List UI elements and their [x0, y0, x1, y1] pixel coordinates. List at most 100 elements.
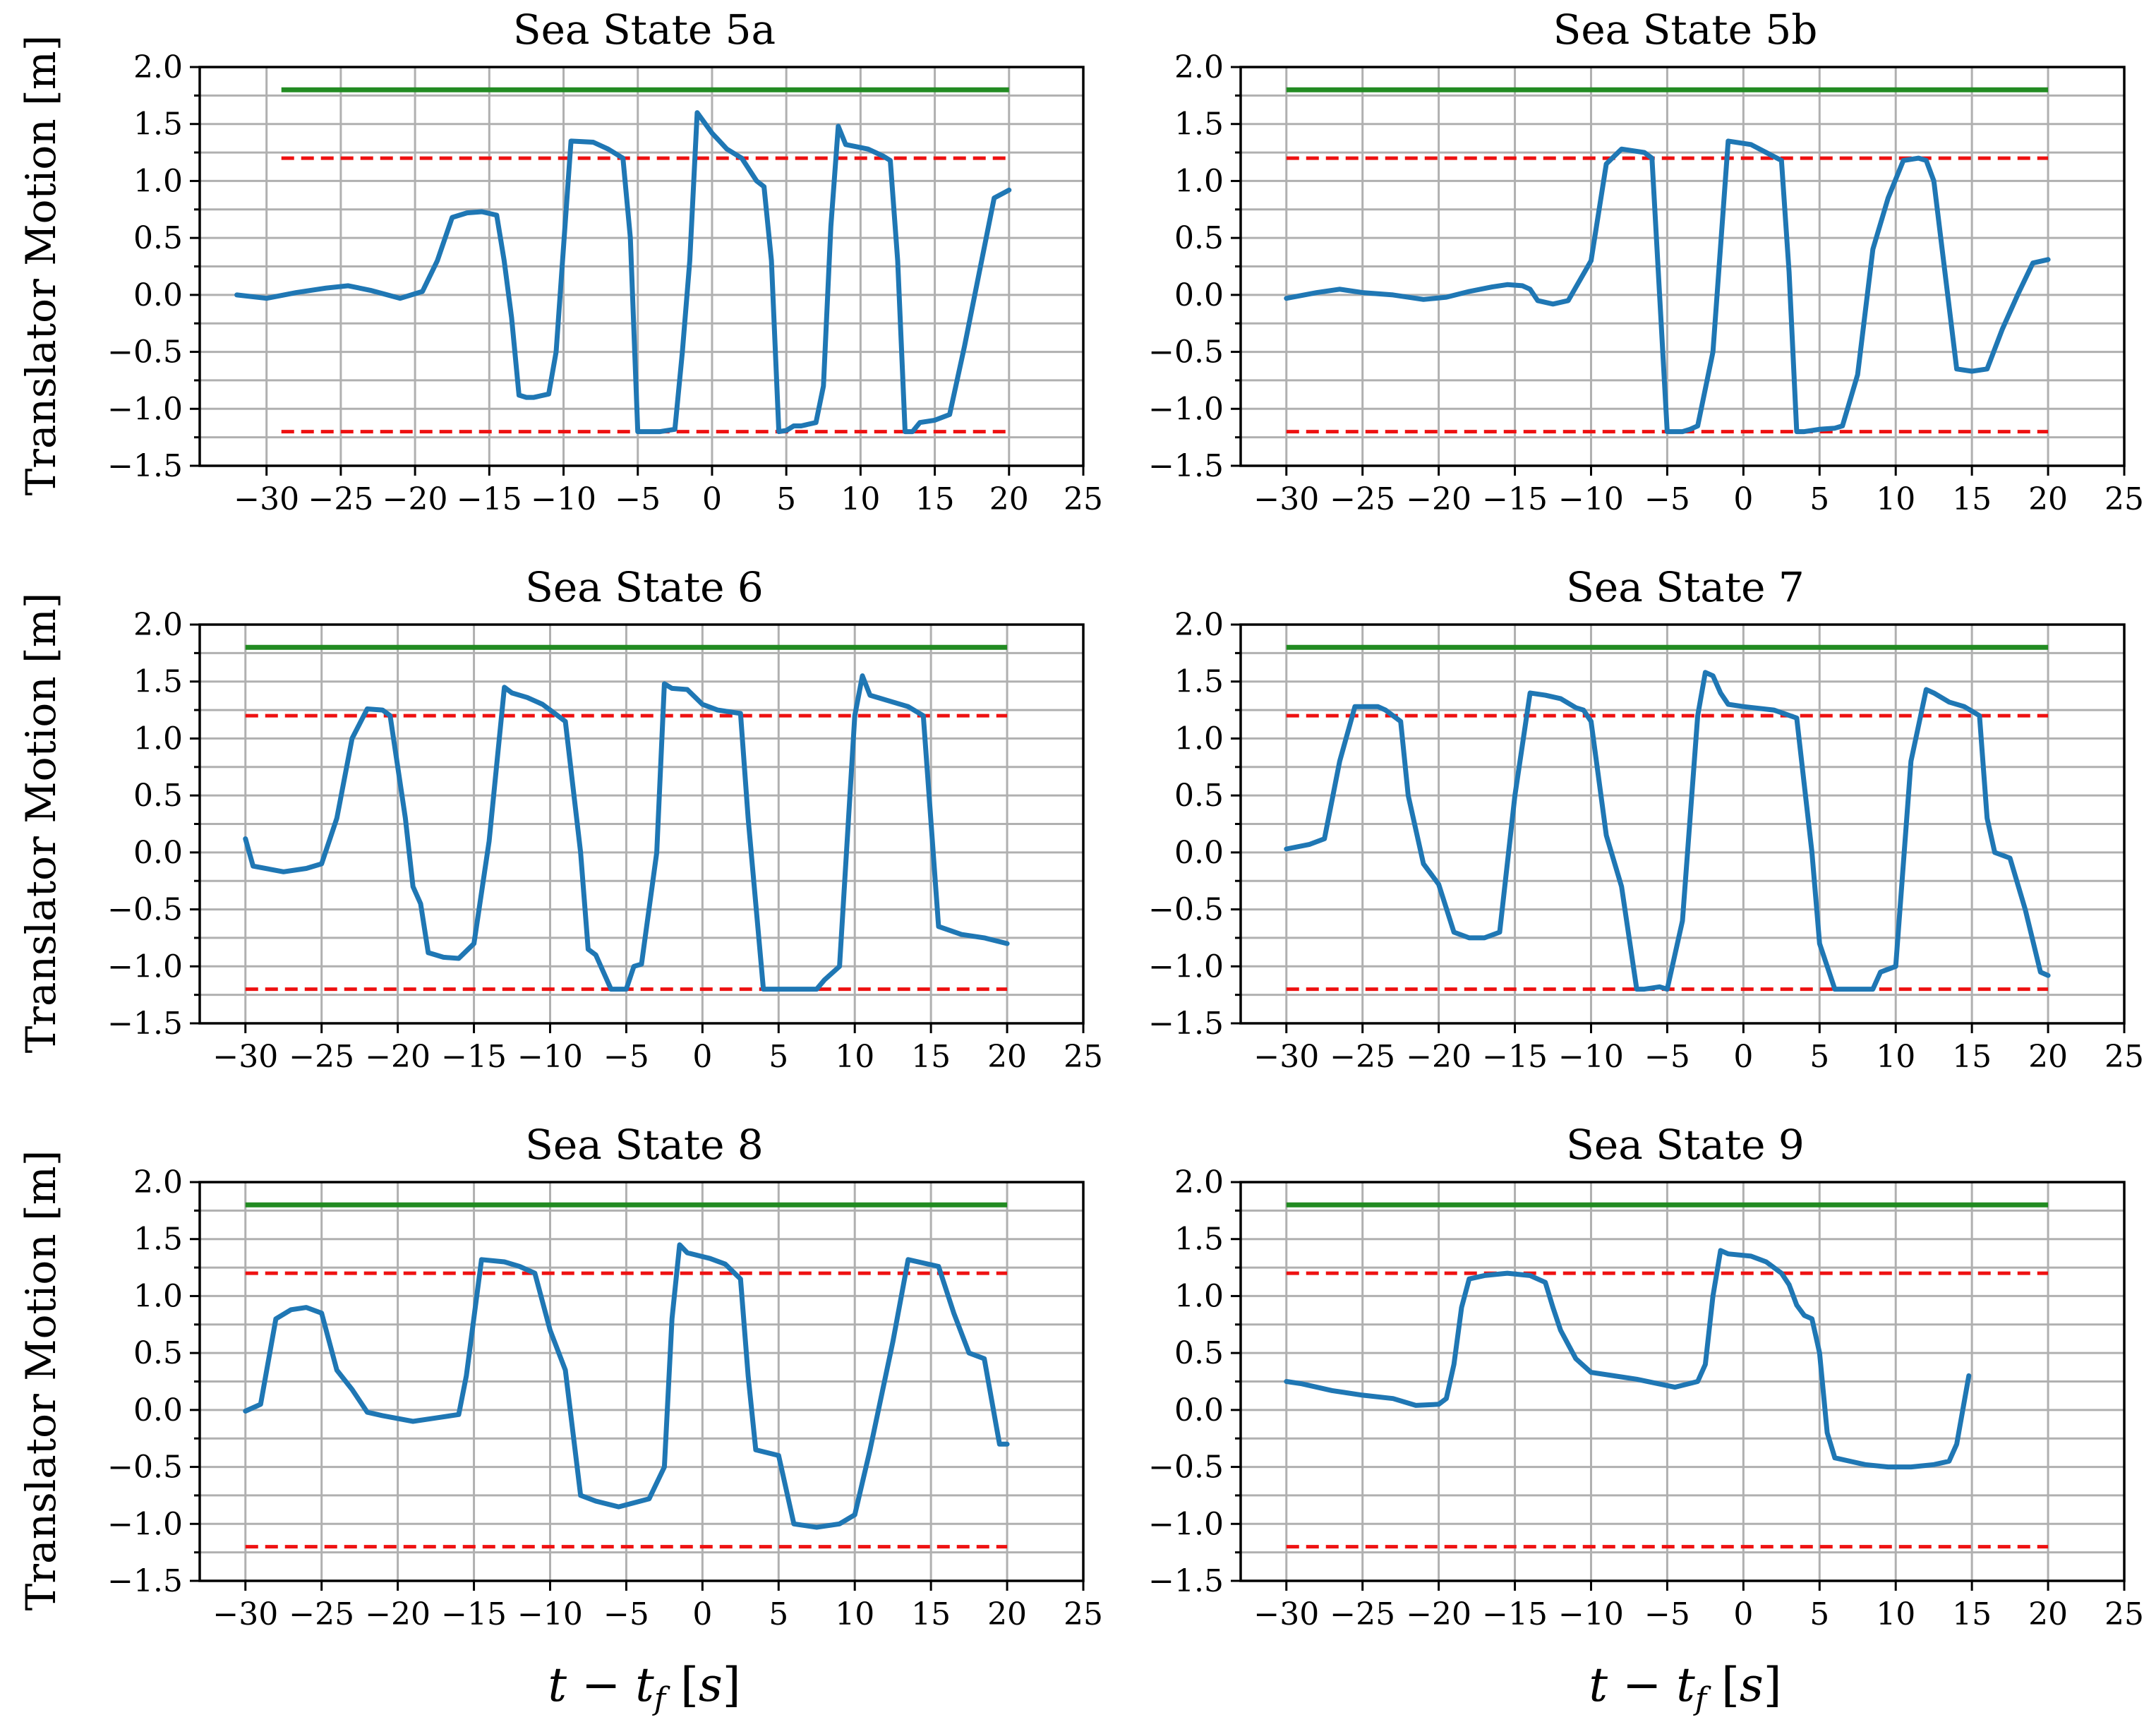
y-tick-label: −1.5 — [1148, 448, 1224, 484]
series-line-translator-motion — [234, 110, 1012, 435]
x-tick-label: 20 — [989, 481, 1029, 517]
x-tick-label: −30 — [234, 481, 299, 517]
series-line-translator-motion — [1284, 1248, 1972, 1470]
x-tick-label: −10 — [517, 1039, 583, 1075]
x-tick-label: 20 — [2028, 1039, 2068, 1075]
x-tick-label: 25 — [1064, 1039, 1103, 1075]
x-tick-label: 5 — [769, 1039, 788, 1075]
x-tick-label: −25 — [308, 481, 373, 517]
x-axis-label-bracket: ] — [1764, 1658, 1782, 1712]
y-tick-label: 0.0 — [1174, 277, 1224, 313]
panel-title: Sea State 7 — [1566, 563, 1805, 611]
y-tick-label: −1.0 — [1148, 949, 1224, 985]
y-tick-label: 1.5 — [1174, 107, 1224, 143]
y-tick-label: 0.5 — [1174, 778, 1224, 814]
y-tick-label: −1.5 — [107, 1006, 183, 1042]
y-tick-label: 1.5 — [1174, 1222, 1224, 1258]
x-tick-label: −5 — [615, 481, 661, 517]
y-tick-label: 2.0 — [133, 1164, 183, 1200]
panel-sea-state-8: Sea State 8 −30 −25 −20 −15 −10 −5 0 5 10 15 20 25 −… — [107, 1121, 1103, 1632]
panel-title: Sea State 5b — [1553, 6, 1818, 54]
y-tick-label: 1.0 — [133, 163, 183, 199]
y-tick-label: 0.5 — [133, 1335, 183, 1371]
y-tick-label: −1.0 — [107, 391, 183, 427]
y-tick-label: 1.5 — [133, 1222, 183, 1258]
x-tick-label: −20 — [1406, 1596, 1471, 1632]
x-tick-label: −15 — [457, 481, 522, 517]
x-tick-label: 0 — [1733, 1596, 1753, 1632]
y-tick-label: −1.0 — [1148, 1506, 1224, 1542]
y-tick-label: −0.5 — [107, 1450, 183, 1486]
x-tick-label: 10 — [841, 481, 880, 517]
x-tick-label: −5 — [603, 1039, 649, 1075]
y-axis-label: Translator Motion [m] — [17, 593, 65, 1054]
y-tick-label: −0.5 — [107, 892, 183, 928]
x-tick-label: 5 — [1809, 1039, 1829, 1075]
grid — [1241, 623, 2126, 1025]
y-tick-label: 1.5 — [133, 107, 183, 143]
y-tick-label: −1.5 — [1148, 1563, 1224, 1599]
x-tick-label: −20 — [1406, 1039, 1471, 1075]
x-tick-label: −15 — [1482, 481, 1548, 517]
x-tick-label: 5 — [769, 1596, 788, 1632]
x-tick-label: −15 — [441, 1039, 507, 1075]
series-line-translator-motion — [243, 1242, 1010, 1530]
y-tick-label: −1.0 — [107, 1506, 183, 1542]
x-tick-label: 25 — [2104, 1596, 2144, 1632]
grid — [1241, 66, 2126, 467]
y-axis-label: Translator Motion [m] — [17, 35, 65, 496]
x-axis-label-bracket: [ — [666, 1658, 699, 1712]
x-tick-label: 15 — [1952, 1596, 1992, 1632]
x-tick-label: 15 — [1952, 1039, 1992, 1075]
panel-sea-state-5b: Sea State 5b −30 −25 −20 −15 −10 −5 0 5 10 15 20 25… — [1148, 6, 2144, 517]
panel-sea-state-5a: Sea State 5a −30 −25 −20 −15 −10 −5 0 5 10 15 20 25… — [107, 6, 1103, 517]
panel-title: Sea State 5a — [513, 6, 776, 54]
x-tick-label: −15 — [441, 1596, 507, 1632]
y-tick-label: 0.0 — [133, 277, 183, 313]
x-tick-label: −25 — [1330, 1596, 1395, 1632]
x-tick-label: −15 — [1482, 1039, 1548, 1075]
x-axis-label-minus: − — [1608, 1658, 1676, 1712]
x-tick-label: −25 — [289, 1596, 354, 1632]
x-tick-label: −20 — [365, 1039, 430, 1075]
y-tick-label: 2.0 — [1174, 1164, 1224, 1200]
panel-title: Sea State 8 — [525, 1121, 764, 1169]
x-tick-label: −25 — [1330, 481, 1395, 517]
x-axis-label-bracket: [ — [1706, 1658, 1740, 1712]
x-tick-label: −10 — [531, 481, 596, 517]
x-tick-label: −10 — [1558, 1596, 1624, 1632]
y-tick-label: 1.0 — [1174, 721, 1224, 757]
y-axis-label: Translator Motion [m] — [17, 1150, 65, 1611]
y-tick-label: 0.5 — [133, 778, 183, 814]
x-tick-label: −5 — [603, 1596, 649, 1632]
x-tick-label: −10 — [1558, 1039, 1624, 1075]
x-tick-label: 10 — [835, 1039, 874, 1075]
y-tick-label: 0.0 — [133, 1392, 183, 1428]
x-tick-label: 20 — [987, 1039, 1027, 1075]
x-tick-label: −25 — [1330, 1039, 1395, 1075]
x-tick-label: 0 — [702, 481, 722, 517]
x-tick-label: −30 — [212, 1039, 278, 1075]
y-tick-label: 1.0 — [133, 1278, 183, 1314]
x-tick-label: −5 — [1644, 481, 1690, 517]
x-tick-label: 20 — [987, 1596, 1027, 1632]
y-tick-label: −1.5 — [107, 448, 183, 484]
y-tick-label: 0.5 — [133, 220, 183, 256]
x-tick-label: 25 — [2104, 481, 2144, 517]
grid — [1241, 1181, 2126, 1582]
x-tick-label: −30 — [1253, 1596, 1319, 1632]
x-tick-label: −30 — [1253, 1039, 1319, 1075]
x-axis-label-minus: − — [567, 1658, 635, 1712]
y-tick-label: −0.5 — [1148, 1450, 1224, 1486]
x-tick-label: −30 — [212, 1596, 278, 1632]
x-axis-label: t − tf [s] — [1589, 1658, 1782, 1717]
x-tick-label: 0 — [1733, 481, 1753, 517]
panel-sea-state-6: Sea State 6 −30 −25 −20 −15 −10 −5 0 5 10 15 20 25 −… — [107, 563, 1103, 1075]
y-tick-label: −0.5 — [1148, 892, 1224, 928]
x-tick-label: 10 — [835, 1596, 874, 1632]
y-tick-label: −1.5 — [107, 1563, 183, 1599]
x-tick-label: −30 — [1253, 481, 1319, 517]
x-tick-label: −5 — [1644, 1596, 1690, 1632]
y-tick-label: 1.5 — [133, 664, 183, 700]
y-tick-label: 2.0 — [133, 49, 183, 85]
